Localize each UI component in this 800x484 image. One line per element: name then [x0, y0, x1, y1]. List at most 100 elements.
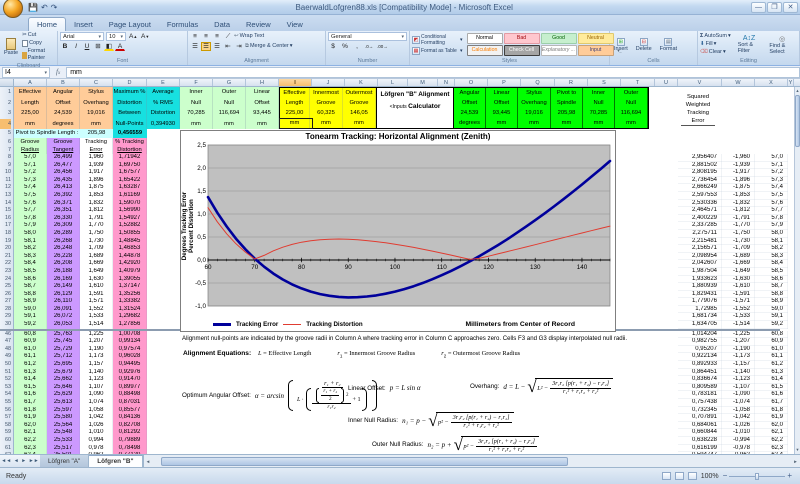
cell[interactable]: 0,82708 [113, 421, 147, 430]
clear-button[interactable]: ⌫ Clear ▾ [700, 49, 726, 55]
cell[interactable]: -1,791 [722, 215, 755, 223]
cell[interactable]: 26,091 [47, 305, 80, 314]
cell[interactable]: -1,875 [722, 184, 755, 192]
cell[interactable]: 57,1 [14, 161, 47, 170]
cell[interactable]: -1,669 [722, 260, 755, 268]
bold-button[interactable]: B [62, 43, 68, 50]
cell[interactable]: 26,289 [47, 229, 80, 238]
zoom-in-icon[interactable]: + [787, 471, 792, 480]
row-header[interactable]: 14 [0, 199, 14, 208]
cell[interactable]: 1,853 [80, 191, 113, 200]
cell[interactable]: 26,149 [47, 283, 80, 291]
cell[interactable]: 0,85577 [113, 406, 147, 415]
row-header[interactable]: 11 [0, 176, 14, 185]
cell[interactable]: 2,337285 [678, 222, 722, 230]
cell[interactable]: 58,3 [14, 252, 47, 261]
cell[interactable]: 1,026 [80, 421, 113, 430]
scroll-left-icon[interactable]: ◄ [145, 458, 151, 464]
cell[interactable]: -1,514 [722, 321, 755, 329]
row-header[interactable]: 25 [0, 283, 14, 291]
column-header-B[interactable]: B [47, 79, 80, 86]
cell[interactable]: 61,3 [14, 368, 47, 377]
copy-button[interactable]: Copy [22, 40, 55, 47]
row-header-5[interactable]: 5 [0, 129, 14, 138]
cell[interactable]: 0,707891 [678, 414, 722, 422]
increase-indent-icon[interactable]: ⇥ [236, 43, 242, 50]
cell[interactable]: 25,679 [47, 368, 80, 377]
cell[interactable]: 1,791 [80, 214, 113, 223]
row-header[interactable]: 30 [0, 321, 14, 329]
cell[interactable]: 61,5 [755, 384, 788, 392]
cell[interactable]: 57,7 [755, 207, 788, 215]
cell[interactable]: 57,8 [14, 214, 47, 223]
cell[interactable]: 1,634705 [678, 321, 722, 329]
cell[interactable]: 1,896 [80, 176, 113, 185]
cell[interactable]: 0,84136 [113, 414, 147, 422]
cut-button[interactable]: ✂ Cut [22, 32, 37, 38]
column-header-G[interactable]: G [213, 79, 246, 86]
column-header-H[interactable]: H [246, 79, 279, 86]
cell[interactable]: 57,0 [755, 154, 788, 162]
row-header[interactable]: 59 [0, 429, 14, 437]
cell[interactable]: 25,580 [47, 414, 80, 422]
cell[interactable]: 1,669 [80, 260, 113, 268]
cell[interactable]: 2,098954 [678, 253, 722, 261]
cell[interactable]: 0,994 [80, 436, 113, 445]
wrap-text-button[interactable]: ↩ Wrap Text [234, 33, 265, 39]
cell[interactable]: 61,6 [14, 391, 47, 399]
cell[interactable]: 1,832 [80, 199, 113, 208]
cell[interactable]: 1,058 [80, 406, 113, 415]
comma-style-icon[interactable]: , [356, 43, 358, 50]
cell[interactable]: Stylus Overhang 19,016 mm [518, 88, 551, 128]
delete-cells-button[interactable]: ⊟ Delete [635, 37, 652, 52]
cell[interactable]: 58,6 [14, 275, 47, 284]
cell[interactable]: 1,225 [80, 330, 113, 339]
cell[interactable]: 0,97574 [113, 345, 147, 354]
align-left-icon[interactable]: ☰ [192, 43, 198, 50]
cell[interactable]: 1,880939 [678, 283, 722, 291]
conditional-formatting-button[interactable]: ◩ Conditional Formatting ▾ [412, 34, 463, 46]
cell[interactable]: 0,79889 [113, 436, 147, 445]
name-box[interactable]: I4 ▾ [2, 66, 50, 78]
save-icon[interactable]: 💾 [28, 2, 38, 12]
page-break-view-icon[interactable] [687, 472, 697, 480]
row-header[interactable]: 26 [0, 290, 14, 299]
style-chip-good[interactable]: Good [540, 33, 577, 44]
zoom-level[interactable]: 100% [700, 472, 719, 480]
row-header[interactable]: 58 [0, 421, 14, 430]
decrease-decimal-icon[interactable]: .00→ [377, 44, 388, 49]
cell[interactable]: 25,597 [47, 406, 80, 415]
format-painter-button[interactable]: Format Painter [22, 48, 55, 62]
row-header[interactable]: 49 [0, 353, 14, 362]
cell[interactable]: 26,330 [47, 214, 80, 223]
cell[interactable]: 61,7 [755, 399, 788, 407]
underline-button[interactable]: U [84, 43, 90, 50]
cell[interactable]: 57,2 [755, 169, 788, 177]
cell[interactable]: 1,681734 [678, 313, 722, 321]
row-header[interactable]: 62 [0, 452, 14, 454]
cell[interactable]: 61,9 [14, 414, 47, 422]
style-chip-input[interactable]: Input [577, 45, 614, 56]
cell[interactable]: 1,090 [80, 391, 113, 399]
row-header[interactable]: 28 [0, 305, 14, 314]
cell[interactable]: 58,8 [14, 290, 47, 299]
cell[interactable]: 26,413 [47, 184, 80, 192]
cell[interactable]: 2,530336 [678, 200, 722, 208]
cell[interactable]: 1,514 [80, 321, 113, 329]
cell[interactable]: 59,2 [755, 321, 788, 329]
cell[interactable]: -1,960 [722, 154, 755, 162]
cell[interactable]: 0,892933 [678, 361, 722, 369]
cell[interactable]: -1,591 [722, 291, 755, 299]
cell[interactable]: 60,9 [14, 338, 47, 346]
cell[interactable]: 58,5 [14, 267, 47, 276]
cell[interactable]: 26,072 [47, 313, 80, 322]
cell[interactable]: 62,0 [14, 421, 47, 430]
cell[interactable]: 58,9 [755, 298, 788, 306]
row-header[interactable]: 15 [0, 207, 14, 215]
column-header-M[interactable]: M [408, 79, 438, 86]
style-chip-explanatory-[interactable]: Explanatory ... [540, 45, 577, 56]
cell[interactable]: 1,010 [80, 429, 113, 437]
cell[interactable]: 62,3 [14, 444, 47, 453]
cell[interactable]: 1,987504 [678, 268, 722, 276]
vertical-scroll-thumb[interactable] [795, 95, 800, 147]
